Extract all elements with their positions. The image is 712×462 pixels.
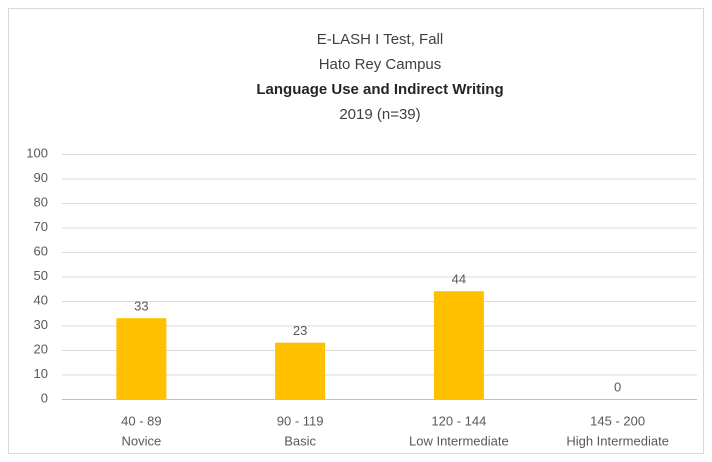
chart-title: 2019 (n=39) (339, 106, 420, 123)
y-tick-label: 90 (34, 170, 48, 185)
y-tick-label: 60 (34, 243, 48, 258)
bar (433, 291, 484, 399)
chart-title: Language Use and Indirect Writing (256, 81, 503, 98)
y-tick-label: 10 (34, 366, 48, 381)
y-tick-label: 40 (34, 292, 48, 307)
x-tick-label: Novice (122, 433, 162, 448)
x-tick-label: High Intermediate (566, 433, 669, 448)
x-tick-label: 90 - 119 (277, 413, 324, 428)
chart-title: E-LASH I Test, Fall (317, 31, 443, 48)
data-label: 33 (134, 299, 148, 314)
y-tick-label: 0 (41, 390, 48, 405)
bar (116, 318, 167, 399)
data-label: 23 (293, 323, 307, 338)
y-tick-label: 100 (26, 145, 48, 160)
chart-title: Hato Rey Campus (319, 56, 442, 73)
x-tick-label: 40 - 89 (121, 413, 161, 428)
chart-border (8, 8, 704, 454)
y-tick-label: 70 (34, 219, 48, 234)
y-tick-label: 20 (34, 341, 48, 356)
data-label: 44 (452, 272, 466, 287)
x-tick-label: Basic (284, 433, 316, 448)
x-tick-label: 145 - 200 (590, 413, 645, 428)
y-tick-label: 50 (34, 268, 48, 283)
x-tick-label: 120 - 144 (431, 413, 486, 428)
y-tick-label: 80 (34, 194, 48, 209)
y-tick-label: 30 (34, 317, 48, 332)
data-label: 0 (614, 379, 621, 394)
x-tick-label: Low Intermediate (409, 433, 509, 448)
bar (275, 342, 326, 399)
